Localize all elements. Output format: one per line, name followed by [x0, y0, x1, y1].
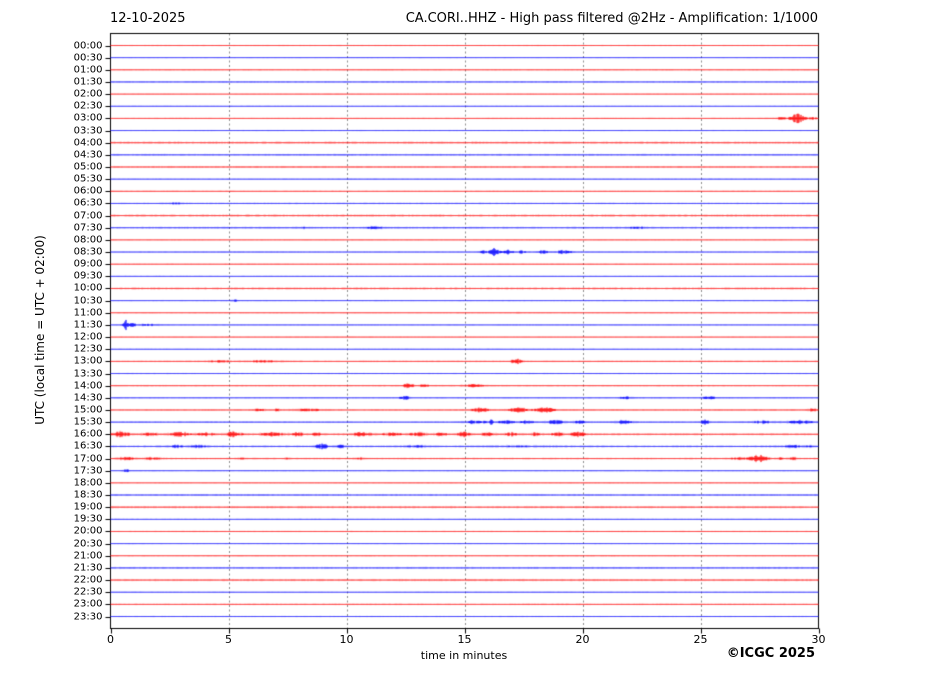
y-tick-label: 11:00: [73, 307, 103, 319]
y-tick-label: 02:00: [73, 88, 103, 100]
y-tick-label: 16:00: [73, 428, 103, 440]
y-tick-label: 04:00: [73, 137, 103, 149]
x-tick-label: 5: [225, 633, 232, 646]
y-tick-label: 18:00: [73, 477, 103, 489]
y-tick-label: 22:00: [73, 574, 103, 586]
y-tick-label: 01:00: [73, 64, 103, 76]
y-tick-label: 20:00: [73, 525, 103, 537]
y-tick-label: 04:30: [73, 149, 103, 161]
x-tick-label: 10: [339, 633, 354, 646]
y-tick-label: 01:30: [73, 76, 103, 88]
y-tick-label: 03:30: [73, 125, 103, 137]
y-tick-label: 00:00: [73, 40, 103, 51]
x-tick-label: 25: [693, 633, 708, 646]
y-tick-label: 14:00: [73, 380, 103, 392]
y-tick-label: 11:30: [73, 319, 103, 331]
y-tick-label: 09:30: [73, 270, 103, 282]
y-tick-label: 17:30: [73, 465, 103, 477]
y-tick-label: 05:30: [73, 173, 103, 185]
plot-title: CA.CORI..HHZ - High pass filtered @2Hz -…: [405, 11, 818, 26]
y-tick-label: 23:30: [73, 611, 103, 622]
y-tick-label: 09:00: [73, 258, 103, 270]
y-tick-label: 12:00: [73, 331, 103, 343]
y-tick-label: 13:30: [73, 368, 103, 380]
y-tick-label: 19:00: [73, 501, 103, 513]
plot-date: 12-10-2025: [110, 11, 186, 26]
x-tick-label: 0: [107, 633, 114, 646]
y-tick-label: 00:30: [73, 52, 103, 64]
y-tick-label: 23:00: [73, 598, 103, 610]
y-tick-label: 02:30: [73, 100, 103, 112]
x-axis-label: time in minutes: [420, 649, 508, 662]
y-tick-label: 18:30: [73, 489, 103, 501]
y-tick-label: 14:30: [73, 392, 103, 404]
y-tick-label: 06:00: [73, 185, 103, 197]
y-tick-label: 07:00: [73, 210, 103, 222]
y-tick-label: 22:30: [73, 586, 103, 598]
y-tick-label: 19:30: [73, 513, 103, 525]
x-tick-label: 15: [457, 633, 472, 646]
y-tick-label: 17:00: [73, 453, 103, 465]
y-tick-label: 13:00: [73, 355, 103, 367]
y-tick-label: 08:00: [73, 234, 103, 246]
y-tick-label: 07:30: [73, 222, 103, 234]
y-tick-label: 05:00: [73, 161, 103, 173]
y-tick-label: 21:30: [73, 562, 103, 574]
y-tick-label: 06:30: [73, 197, 103, 209]
y-tick-label: 10:30: [73, 295, 103, 307]
x-tick-label: 20: [575, 633, 590, 646]
copyright-text: ©ICGC 2025: [726, 646, 815, 661]
y-tick-label: 20:30: [73, 538, 103, 550]
y-tick-label: 16:30: [73, 440, 103, 452]
y-tick-label: 21:00: [73, 550, 103, 562]
y-tick-label: 15:30: [73, 416, 103, 428]
y-tick-label: 10:00: [73, 282, 103, 294]
y-tick-label: 12:30: [73, 343, 103, 355]
x-tick-label: 30: [811, 633, 826, 646]
y-tick-label: 15:00: [73, 404, 103, 416]
y-tick-label: 03:00: [73, 112, 103, 124]
y-tick-label: 08:30: [73, 246, 103, 258]
